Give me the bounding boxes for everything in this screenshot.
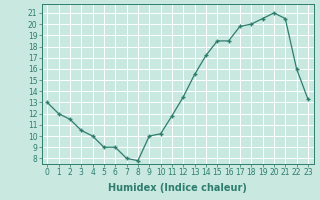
X-axis label: Humidex (Indice chaleur): Humidex (Indice chaleur) — [108, 183, 247, 193]
